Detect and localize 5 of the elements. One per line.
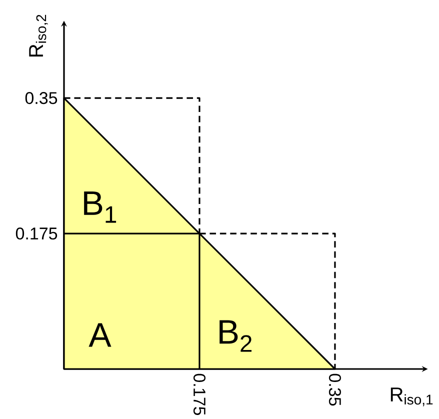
annotation: B$_{1}$ [84,191,116,223]
x-axis-title: R$_{iso,1}$ [390,388,433,406]
y-axis-title: R$_{iso,2}$ [29,14,48,56]
annotation: A [88,323,112,347]
annotation: B$_{2}$ [220,320,252,352]
